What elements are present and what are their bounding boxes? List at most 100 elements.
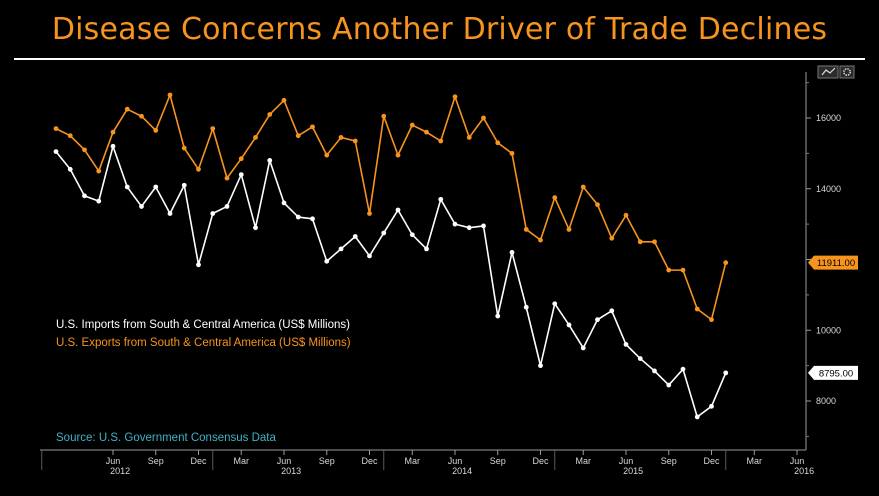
data-point [267, 158, 273, 163]
last-value-text: 8795.00 [819, 368, 853, 379]
x-tick-label: Sep [319, 456, 335, 466]
data-point [238, 156, 244, 162]
year-label: 2012 [110, 466, 130, 476]
data-point [381, 113, 387, 119]
value-labels: 8795.00 11911.00 [808, 255, 858, 380]
x-tick-label: Sep [661, 456, 677, 466]
data-point [509, 150, 515, 156]
data-point [124, 106, 130, 112]
gear-icon-bg [839, 65, 855, 79]
chart-icon[interactable] [817, 65, 839, 79]
data-point [167, 92, 173, 98]
data-point [310, 124, 315, 130]
data-point [181, 145, 187, 151]
data-point [623, 212, 629, 218]
data-point [295, 214, 301, 220]
x-tick-label: Dec [532, 456, 549, 466]
data-point [452, 221, 458, 227]
data-point [352, 234, 358, 239]
data-point [153, 127, 159, 133]
data-point [694, 306, 700, 312]
data-point [680, 366, 686, 372]
data-point [552, 301, 558, 307]
axis-ticks: 800010000120001400016000JunSepDecMarJunS… [41, 82, 841, 476]
data-point [495, 313, 501, 319]
legend-exports: U.S. Exports from South & Central Americ… [56, 337, 351, 349]
chart-toolbar[interactable] [817, 65, 855, 79]
x-tick-label: Jun [277, 456, 292, 466]
data-point [438, 196, 444, 202]
data-point [381, 230, 387, 236]
y-tick-label: 16000 [816, 113, 841, 123]
data-point [395, 207, 401, 213]
last-value-tag-1: 11911.00 [808, 255, 858, 270]
data-point [281, 200, 287, 206]
data-point [694, 414, 700, 420]
data-point [139, 113, 144, 119]
data-point [452, 94, 458, 100]
last-value-bg [808, 255, 858, 270]
data-point [609, 235, 615, 241]
data-point [53, 126, 59, 132]
data-point [538, 237, 543, 243]
year-label: 2016 [794, 466, 814, 476]
x-tick-label: Jun [619, 456, 634, 466]
data-point [680, 267, 686, 273]
data-point [53, 149, 59, 155]
x-tick-label: Mar [405, 456, 421, 466]
last-value-bg [808, 365, 858, 380]
data-point [424, 246, 429, 252]
data-point [481, 115, 486, 121]
data-point [110, 143, 116, 149]
data-point [210, 211, 216, 216]
data-point [566, 227, 572, 232]
data-point [367, 211, 372, 216]
data-point [523, 227, 529, 232]
series-line-0 [55, 145, 727, 418]
data-point [253, 135, 258, 140]
data-point [124, 184, 130, 190]
x-tick-label: Sep [490, 456, 506, 466]
data-point [338, 135, 344, 140]
data-point [338, 246, 344, 252]
x-tick-label: Sep [148, 456, 164, 466]
data-point [609, 308, 615, 314]
data-point [82, 193, 87, 199]
gear-icon[interactable] [839, 65, 855, 79]
x-tick-label: Jun [106, 456, 121, 466]
x-tick-label: Mar [747, 456, 763, 466]
data-point [637, 239, 643, 245]
source-note: Source: U.S. Government Consensus Data [56, 432, 276, 444]
chart-title: Disease Concerns Another Driver of Trade… [51, 12, 828, 47]
x-tick-label: Dec [361, 456, 378, 466]
data-point [580, 345, 586, 351]
chart-axes [40, 72, 807, 451]
data-point [652, 239, 657, 245]
data-point [409, 232, 415, 238]
x-tick-label: Dec [190, 456, 207, 466]
year-label: 2014 [452, 466, 472, 476]
data-point [253, 225, 258, 231]
data-point [181, 182, 187, 188]
series-points [53, 92, 729, 420]
data-point [723, 370, 729, 376]
data-point [466, 225, 472, 231]
data-point [595, 202, 600, 208]
x-tick-label: Jun [448, 456, 463, 466]
data-point [210, 126, 216, 132]
year-label: 2013 [281, 466, 301, 476]
gear-icon-glyph [843, 68, 851, 76]
series-line-1 [55, 94, 727, 321]
x-tick-label: Jun [790, 456, 805, 466]
data-point [139, 204, 144, 209]
data-point [709, 317, 714, 323]
data-point [666, 267, 672, 273]
y-tick-label: 14000 [816, 184, 841, 194]
data-point [595, 317, 600, 323]
data-point [295, 133, 301, 139]
data-point [310, 216, 315, 222]
data-point [153, 184, 159, 190]
data-point [267, 112, 273, 117]
data-point [495, 140, 501, 146]
